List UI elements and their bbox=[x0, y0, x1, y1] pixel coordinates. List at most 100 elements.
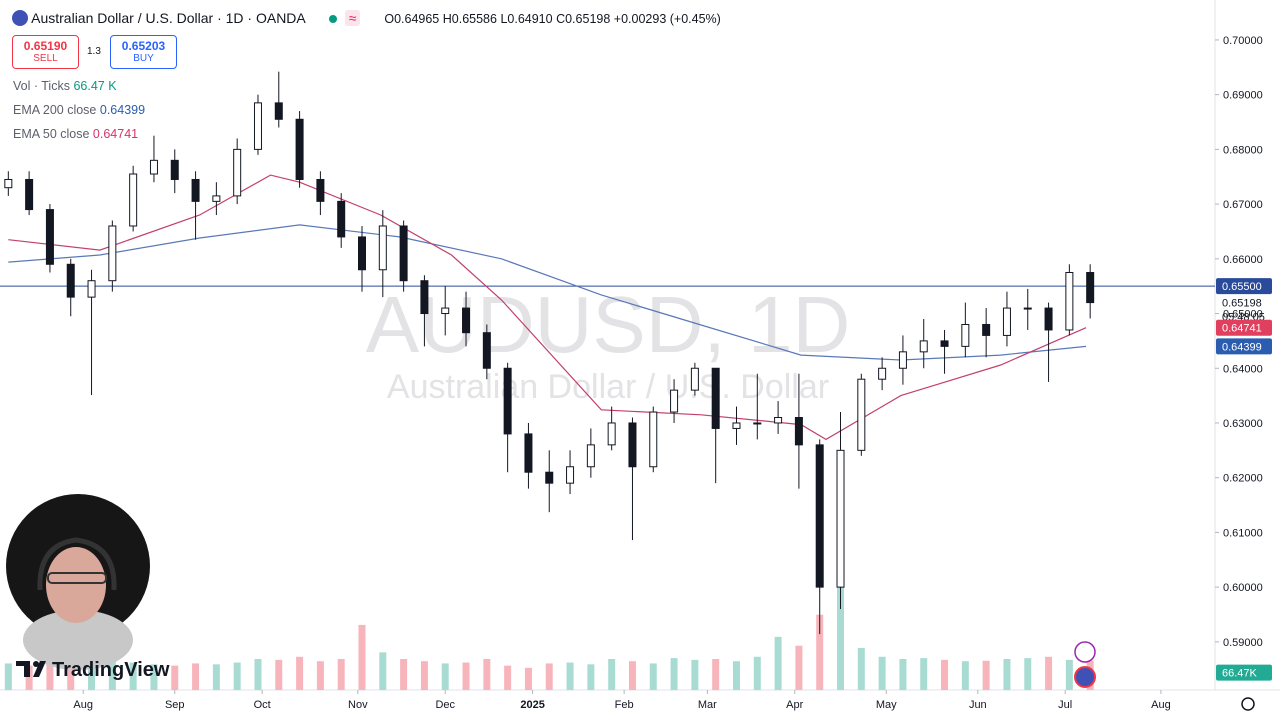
candle-body bbox=[1002, 307, 1011, 336]
volume-bar bbox=[587, 664, 595, 690]
volume-bar bbox=[878, 656, 886, 690]
price-tag bbox=[1216, 278, 1272, 295]
volume-bar bbox=[920, 658, 928, 690]
y-tick-label: 0.70000 bbox=[1223, 35, 1263, 47]
candle-body bbox=[4, 178, 13, 189]
x-tick-label: Jun bbox=[969, 699, 987, 711]
candle-body bbox=[545, 471, 554, 484]
y-tick-label: 0.68000 bbox=[1223, 144, 1263, 156]
candle-body bbox=[295, 118, 304, 180]
buy-button[interactable]: 0.65203 BUY bbox=[110, 35, 177, 69]
x-tick-label: Oct bbox=[254, 699, 271, 711]
candle-body bbox=[482, 332, 491, 369]
volume-bar bbox=[441, 663, 449, 690]
volume-bar bbox=[483, 659, 491, 690]
volume-bar bbox=[25, 665, 33, 690]
volume-bar bbox=[4, 663, 12, 690]
candle-body bbox=[25, 178, 34, 211]
volume-legend: Vol · Ticks 66.47 K bbox=[13, 79, 117, 93]
market-status bbox=[328, 15, 337, 23]
volume-bar bbox=[524, 667, 532, 690]
volume-bar bbox=[46, 664, 54, 690]
price-tag bbox=[1216, 319, 1272, 336]
symbol-header: Australian Dollar / U.S. Dollar · 1D · O… bbox=[12, 10, 721, 26]
volume-bar bbox=[628, 661, 636, 690]
flag bbox=[12, 10, 28, 26]
x-tick-label: Mar bbox=[698, 699, 717, 711]
y-tick-label: 0.63000 bbox=[1223, 418, 1263, 430]
y-tick-label: 0.67000 bbox=[1223, 199, 1263, 211]
volume-bar bbox=[150, 664, 158, 690]
alert-icon[interactable] bbox=[1074, 641, 1096, 663]
candle-body bbox=[982, 323, 991, 336]
watermark-name: Australian Dollar / U.S. Dollar bbox=[387, 368, 829, 406]
volume-bar bbox=[982, 660, 990, 690]
candle-body bbox=[649, 411, 658, 468]
x-tick-label: May bbox=[876, 699, 897, 711]
candle-body bbox=[378, 225, 387, 271]
watermark-symbol: AUDUSD, 1D bbox=[366, 280, 851, 369]
compare-icon[interactable]: ≈ bbox=[344, 10, 361, 26]
ema-line bbox=[8, 174, 1087, 441]
price-tag-label: 0.64399 bbox=[1222, 341, 1262, 353]
candle-body bbox=[961, 323, 970, 347]
candle-body bbox=[233, 148, 242, 197]
candle-body bbox=[753, 422, 762, 425]
candle-body bbox=[66, 263, 75, 298]
volume-bar bbox=[462, 662, 470, 690]
candle-body bbox=[45, 209, 54, 265]
price-tag-label: 0.65500 bbox=[1222, 281, 1262, 293]
x-tick-label: Nov bbox=[348, 699, 368, 711]
volume-bar bbox=[899, 659, 907, 690]
ema-line bbox=[8, 224, 1087, 361]
volume-bar bbox=[233, 662, 241, 690]
volume-bar bbox=[941, 659, 949, 690]
ema200-legend: EMA 200 close 0.64399 bbox=[13, 103, 146, 117]
volume-bar bbox=[400, 659, 408, 690]
candle-body bbox=[774, 417, 783, 424]
webcam bbox=[6, 494, 150, 670]
symbol-title[interactable]: Australian Dollar / U.S. Dollar · 1D · O… bbox=[31, 10, 305, 26]
candle-body bbox=[794, 417, 803, 446]
candle-body bbox=[399, 225, 408, 282]
x-tick-label: Sep bbox=[165, 699, 185, 711]
candle-body bbox=[420, 280, 429, 315]
volume-bar bbox=[1024, 658, 1032, 690]
volume-bar bbox=[337, 659, 345, 690]
y-tick-label: 0.65000 bbox=[1223, 309, 1263, 321]
candle-body bbox=[108, 225, 117, 282]
volume-tag-label: 66.47K bbox=[1222, 668, 1258, 680]
volume-bar bbox=[670, 658, 678, 690]
candle-body bbox=[586, 444, 595, 468]
volume-bar bbox=[171, 665, 179, 690]
flag-icon[interactable] bbox=[1074, 666, 1096, 688]
sell-button[interactable]: 0.65190 SELL bbox=[12, 35, 79, 69]
volume-bar bbox=[504, 665, 512, 690]
volume-bar bbox=[608, 659, 616, 690]
candle-body bbox=[690, 367, 699, 391]
spread: 1.3 bbox=[87, 46, 101, 57]
x-tick-label: Jul bbox=[1058, 699, 1072, 711]
y-tick-label: 0.59000 bbox=[1223, 637, 1263, 649]
candle-body bbox=[815, 444, 824, 588]
candle-body bbox=[441, 307, 450, 315]
settings-icon[interactable] bbox=[1241, 697, 1255, 711]
y-tick-label: 0.60000 bbox=[1223, 582, 1263, 594]
candle-body bbox=[316, 178, 325, 202]
volume-bar bbox=[1045, 656, 1053, 690]
volume-bar bbox=[212, 664, 220, 690]
candle-body bbox=[191, 178, 200, 202]
candle-body bbox=[732, 422, 741, 429]
x-tick-label: 2025 bbox=[520, 699, 544, 711]
volume-bar bbox=[774, 636, 782, 690]
candle-body bbox=[607, 422, 616, 446]
candle-body bbox=[1086, 271, 1095, 304]
y-tick-label: 0.69000 bbox=[1223, 90, 1263, 102]
candle-body bbox=[87, 280, 96, 298]
candle-body bbox=[940, 340, 949, 347]
ohlc: O0.64965 H0.65586 L0.64910 C0.65198 +0.0… bbox=[384, 12, 721, 26]
tradingview-logo: TradingView bbox=[16, 659, 170, 681]
volume-bar bbox=[379, 652, 387, 690]
